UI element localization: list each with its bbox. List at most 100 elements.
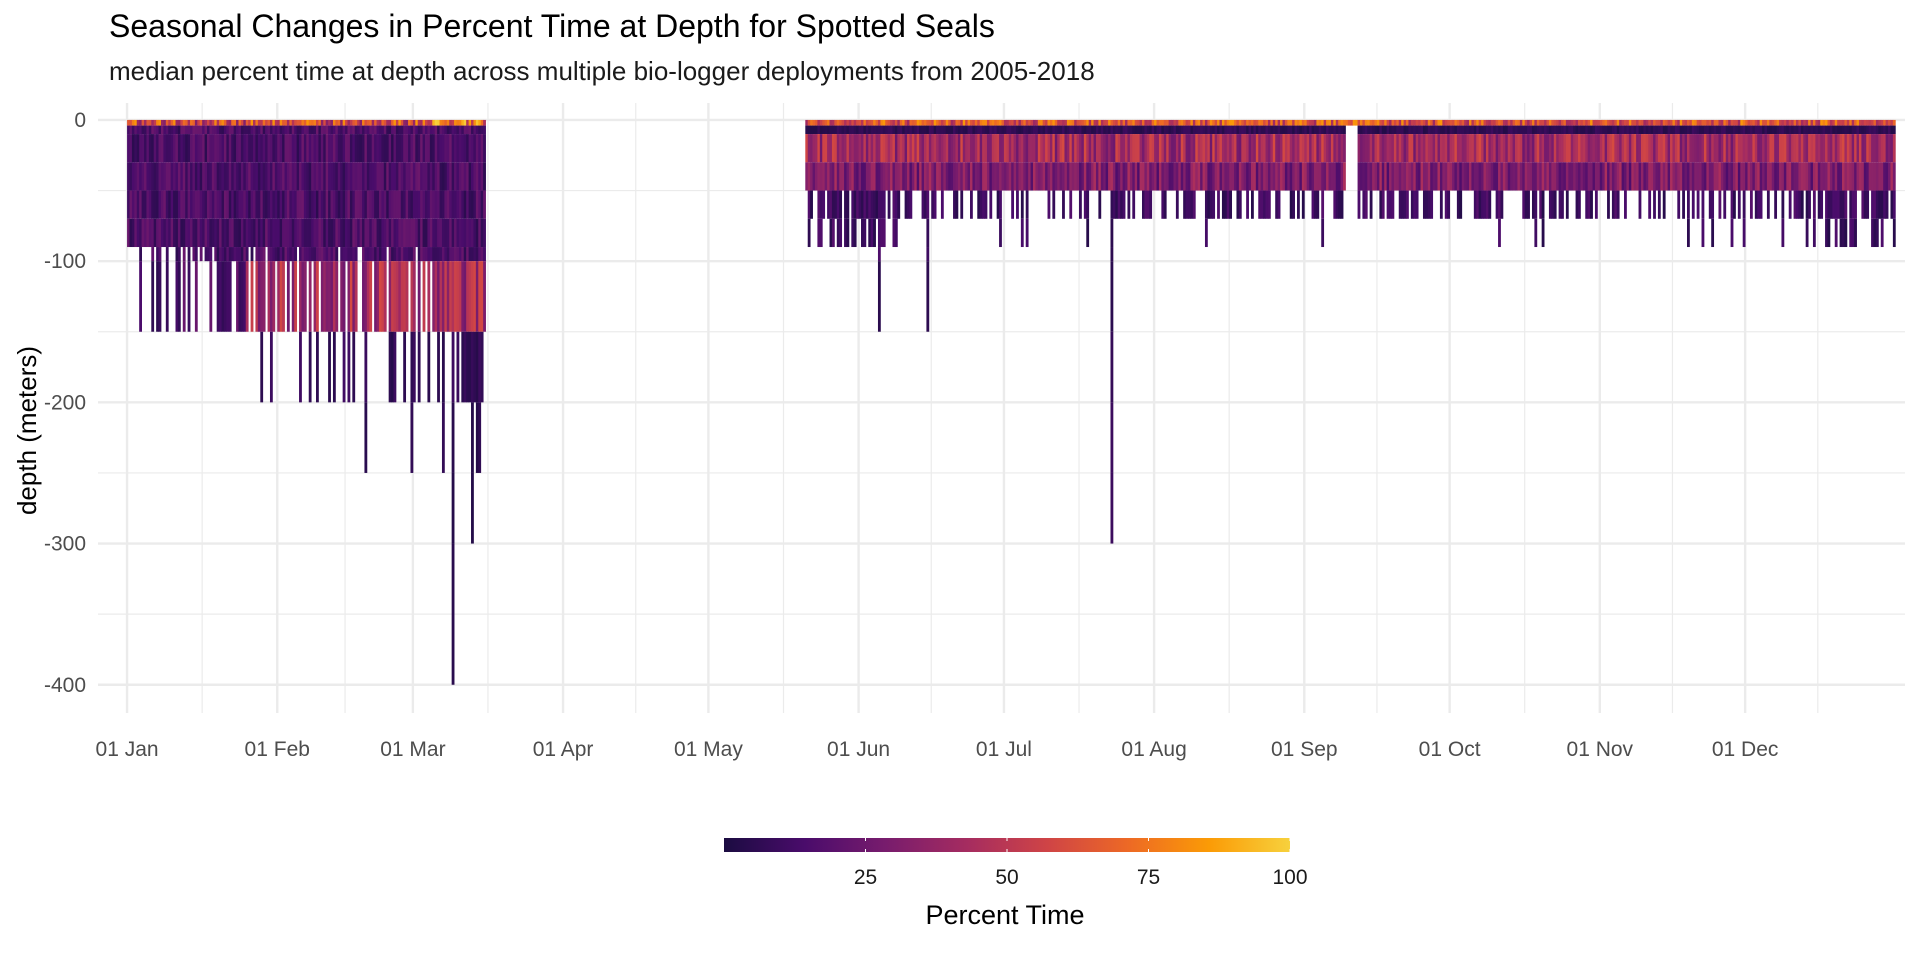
heatmap-cell <box>265 190 268 219</box>
heatmap-cell <box>1110 125 1114 135</box>
heatmap-cell <box>1117 190 1121 219</box>
heatmap-cell <box>318 162 322 191</box>
heatmap-cell <box>269 247 273 262</box>
heatmap-cell <box>1335 125 1339 135</box>
heatmap-cell <box>134 218 138 248</box>
heatmap-cell <box>190 134 193 163</box>
heatmap-cell <box>395 162 399 191</box>
heatmap-cell <box>1858 125 1862 135</box>
heatmap-cell <box>1209 134 1213 163</box>
heatmap-cell <box>209 190 213 219</box>
heatmap-cell <box>1660 134 1664 163</box>
heatmap-cell <box>1461 162 1465 191</box>
heatmap-cell <box>1701 190 1705 219</box>
heatmap-cell <box>1742 218 1746 248</box>
heatmap-cell <box>1781 134 1785 163</box>
heatmap-cell <box>814 125 818 135</box>
heatmap-cell <box>274 247 278 262</box>
heatmap-cell <box>1529 162 1533 191</box>
heatmap-cell <box>233 119 237 126</box>
heatmap-cell <box>1592 125 1596 135</box>
heatmap-cell <box>1013 134 1017 163</box>
heatmap-cell <box>231 162 235 191</box>
heatmap-cell <box>1519 119 1523 126</box>
heatmap-cell <box>1587 119 1591 126</box>
heatmap-cell <box>216 162 220 191</box>
heatmap-cell <box>1202 162 1206 191</box>
heatmap-cell <box>1604 162 1608 191</box>
heatmap-cell <box>1592 134 1596 163</box>
heatmap-cell <box>391 119 394 126</box>
heatmap-cell <box>1621 125 1625 135</box>
heatmap-cell <box>1301 125 1305 135</box>
heatmap-cell <box>417 218 421 248</box>
heatmap-cell <box>1604 119 1608 126</box>
heatmap-cell <box>371 162 375 191</box>
heatmap-cell <box>1534 134 1538 163</box>
heatmap-cell <box>1086 190 1090 219</box>
heatmap-cell <box>1161 134 1165 163</box>
heatmap-cell <box>1827 190 1831 219</box>
heatmap-cell <box>1108 125 1111 135</box>
heatmap-cell <box>1364 134 1368 163</box>
heatmap-cell <box>960 162 964 191</box>
heatmap-cell <box>323 261 327 332</box>
heatmap-cell <box>1607 190 1610 219</box>
heatmap-cell <box>1129 125 1133 135</box>
heatmap-cell <box>1740 125 1744 135</box>
heatmap-cell <box>1362 119 1366 126</box>
heatmap-cell <box>1132 125 1136 135</box>
heatmap-cell <box>1648 162 1652 191</box>
heatmap-cell <box>156 261 159 332</box>
heatmap-cell <box>386 218 390 248</box>
heatmap-cell <box>982 190 985 219</box>
heatmap-cell <box>1805 162 1809 191</box>
heatmap-cell <box>412 261 416 332</box>
heatmap-cell <box>1766 134 1770 163</box>
heatmap-cell <box>180 162 184 191</box>
heatmap-cell <box>982 125 985 135</box>
heatmap-cell <box>1112 190 1116 219</box>
heatmap-cell <box>1229 134 1233 163</box>
heatmap-cell <box>1728 134 1731 163</box>
heatmap-cell <box>1609 134 1613 163</box>
heatmap-cell <box>1846 119 1850 126</box>
heatmap-cell <box>1817 125 1821 135</box>
heatmap-cell <box>1214 134 1218 163</box>
heatmap-cell <box>1534 125 1538 135</box>
heatmap-cell <box>1478 125 1482 135</box>
heatmap-cell <box>313 261 317 332</box>
heatmap-cell <box>819 134 823 163</box>
heatmap-cell <box>265 218 268 248</box>
heatmap-cell <box>1328 134 1332 163</box>
heatmap-cell <box>1122 134 1126 163</box>
heatmap-cell <box>836 162 840 191</box>
heatmap-cell <box>306 247 310 262</box>
heatmap-cell <box>139 190 143 219</box>
heatmap-cell <box>345 134 348 163</box>
heatmap-cell <box>1292 162 1295 191</box>
heatmap-cell <box>940 134 944 163</box>
heatmap-cell <box>1449 162 1453 191</box>
heatmap-cell <box>279 247 283 262</box>
heatmap-cell <box>1396 125 1400 135</box>
heatmap-cell <box>931 190 935 219</box>
heatmap-cell <box>202 119 205 126</box>
heatmap-cell <box>1040 125 1044 135</box>
heatmap-cell <box>1025 218 1029 248</box>
heatmap-cell <box>425 247 428 262</box>
heatmap-cell <box>1461 119 1465 126</box>
heatmap-cell <box>1832 190 1836 219</box>
heatmap-cell <box>1234 134 1237 163</box>
heatmap-cell <box>148 119 152 126</box>
heatmap-cell <box>160 119 164 126</box>
heatmap-cell <box>1006 162 1010 191</box>
heatmap-cell <box>945 162 949 191</box>
heatmap-cell <box>192 162 196 191</box>
heatmap-cell <box>1110 261 1114 332</box>
heatmap-cell <box>1832 119 1836 126</box>
heatmap-cell <box>982 162 985 191</box>
heatmap-cell <box>165 119 169 126</box>
heatmap-cell <box>1512 162 1516 191</box>
heatmap-cell <box>1539 119 1543 126</box>
